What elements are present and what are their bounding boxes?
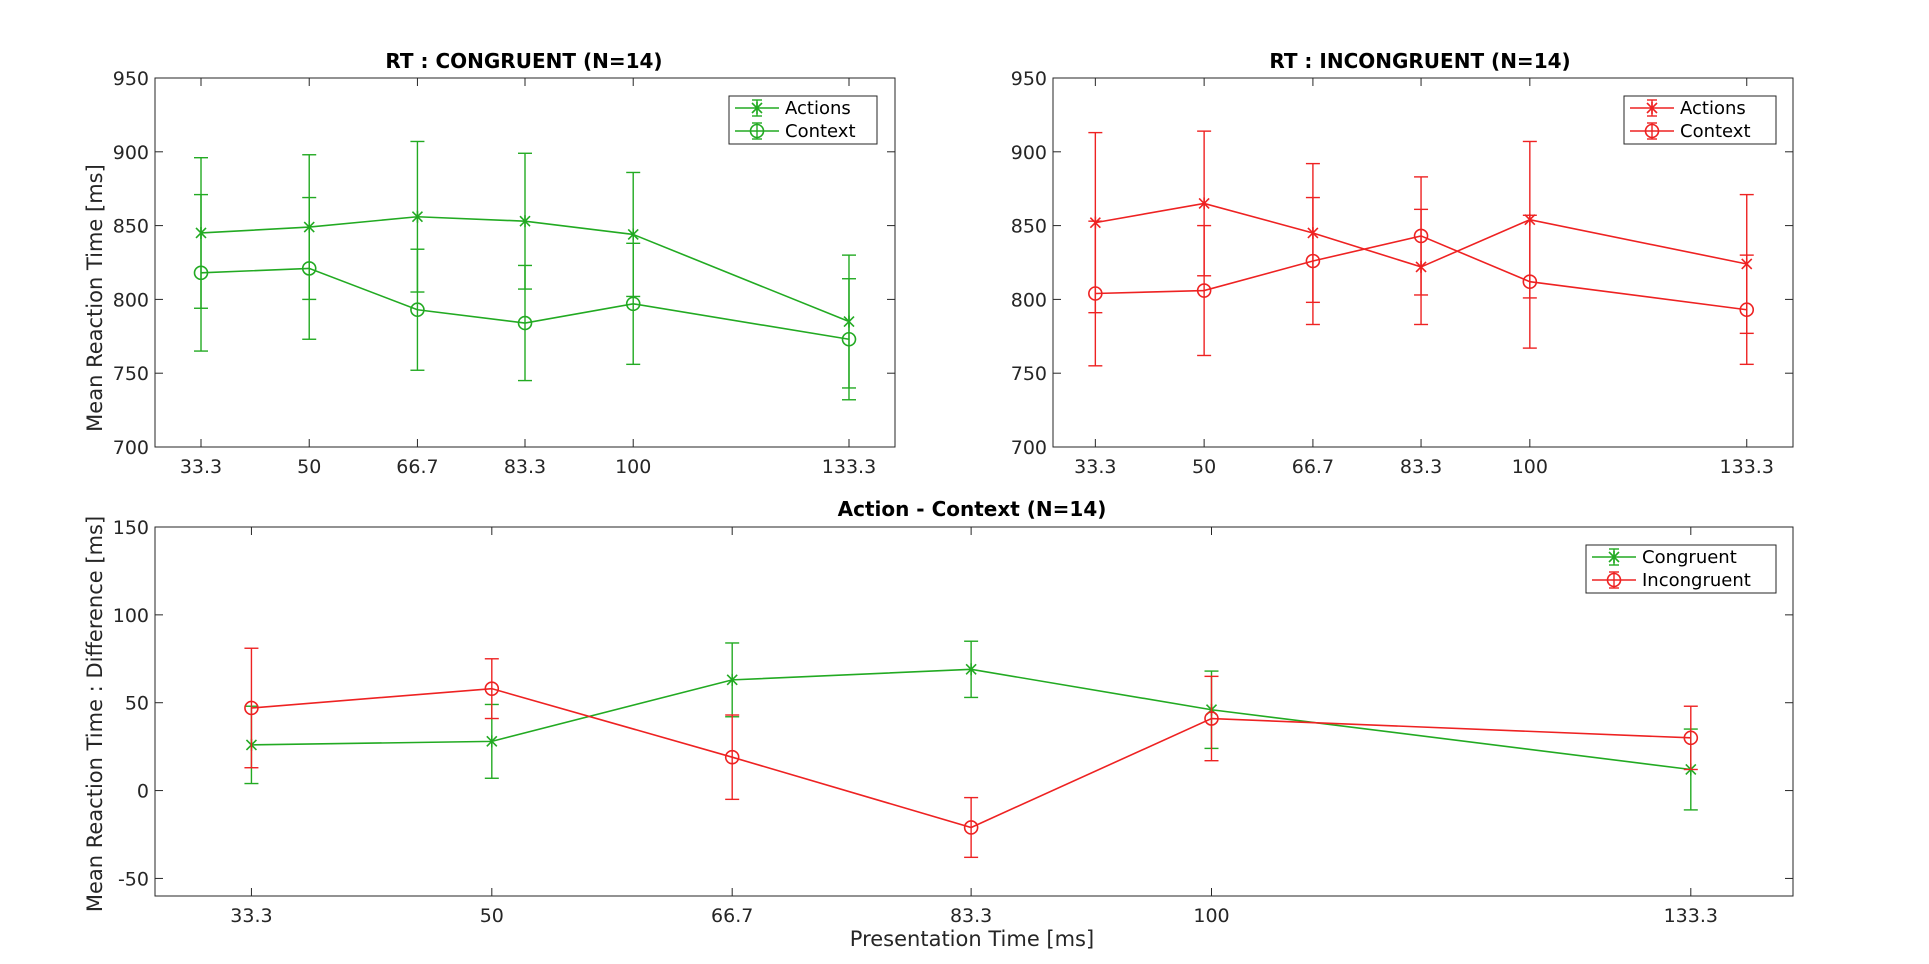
x-tick-label: 66.7 (396, 456, 438, 478)
marker-circle (1413, 228, 1429, 244)
marker-circle (1522, 274, 1538, 289)
marker-circle (724, 749, 740, 765)
marker-circle (484, 681, 500, 696)
legend-label: Context (785, 121, 856, 142)
series-line (200, 267, 850, 341)
marker-circle (1644, 123, 1660, 139)
y-tick-label: 950 (1011, 68, 1047, 90)
y-tick-label: 750 (1011, 363, 1047, 385)
x-tick-label: 66.7 (711, 905, 753, 927)
x-tick-label: 133.3 (1720, 456, 1774, 478)
chart-title: RT : CONGRUENT (N=14) (385, 49, 662, 73)
series-line (251, 668, 1691, 771)
x-tick-label: 83.3 (1400, 456, 1442, 478)
x-tick-label: 100 (1512, 456, 1548, 478)
series-line (1095, 235, 1747, 311)
x-tick-label: 33.3 (180, 456, 222, 478)
axes-box (154, 526, 1794, 897)
x-tick-label: 33.3 (1074, 456, 1116, 478)
marker-circle (1739, 302, 1755, 318)
y-tick-label: 850 (113, 216, 149, 238)
y-tick-label: 800 (1011, 289, 1047, 311)
y-tick-label: 800 (113, 289, 149, 311)
legend-label: Actions (1680, 98, 1746, 119)
marker-circle (963, 820, 979, 835)
x-tick-label: 83.3 (950, 905, 992, 927)
y-tick-label: -50 (118, 868, 149, 890)
chart-incongruent: RT : INCONGRUENT (N=14) 700 750 800 850 900 9… (1011, 49, 1794, 478)
chart-title: RT : INCONGRUENT (N=14) (1269, 49, 1570, 73)
series-congruent (244, 640, 1698, 811)
x-tick-label: 100 (615, 456, 651, 478)
y-tick-label: 700 (113, 437, 149, 459)
x-tick-label: 133.3 (822, 456, 876, 478)
marker-circle (841, 331, 857, 347)
x-tick-label: 33.3 (230, 905, 272, 927)
marker-circle (1088, 286, 1103, 301)
axes-box (1052, 77, 1794, 448)
series-context (193, 193, 857, 401)
y-tick-label: 100 (113, 605, 149, 627)
chart-title: Action - Context (N=14) (838, 497, 1107, 521)
y-tick-label: 750 (113, 363, 149, 385)
marker-circle (410, 302, 425, 318)
marker-circle (301, 261, 317, 276)
x-tick-label: 50 (480, 905, 504, 927)
marker-circle (749, 123, 765, 139)
marker-circle (244, 700, 259, 716)
marker-circle (1683, 730, 1699, 746)
marker-circle (1204, 711, 1219, 726)
y-tick-label: 50 (125, 693, 149, 715)
series-incongruent (244, 647, 1699, 859)
legend-label: Actions (785, 98, 851, 119)
y-tick-label: 700 (1011, 437, 1047, 459)
marker-circle (1196, 283, 1212, 298)
y-tick-label: 900 (1011, 142, 1047, 164)
x-tick-label: 100 (1193, 905, 1229, 927)
marker-circle (517, 315, 533, 331)
marker-circle (193, 265, 209, 281)
marker-circle (1305, 253, 1321, 269)
y-tick-label: 150 (113, 517, 149, 539)
legend-box (1623, 95, 1777, 145)
y-tick-label: 850 (1011, 216, 1047, 238)
series-line (1095, 202, 1747, 268)
series-line (251, 687, 1691, 829)
x-tick-label: 50 (1192, 456, 1216, 478)
y-axis-label: Mean Reaction Time : Difference [ms] (83, 516, 107, 912)
x-tick-label: 50 (297, 456, 321, 478)
y-tick-label: 900 (113, 142, 149, 164)
legend-label: Congruent (1642, 547, 1737, 568)
chart-difference: Action - Context (N=14) Presentation Tim… (83, 497, 1794, 951)
chart-congruent: RT : CONGRUENT (N=14) Mean Reaction Time… (83, 49, 896, 478)
y-tick-label: 0 (137, 781, 149, 803)
marker-circle (1606, 572, 1622, 588)
x-tick-label: 66.7 (1292, 456, 1334, 478)
series-context (1088, 176, 1755, 367)
y-axis-label: Mean Reaction Time [ms] (83, 164, 107, 432)
series-line (200, 215, 850, 323)
x-tick-label: 133.3 (1664, 905, 1718, 927)
y-tick-label: 950 (113, 68, 149, 90)
marker-circle (625, 296, 641, 312)
x-tick-label: 83.3 (504, 456, 546, 478)
x-axis-label: Presentation Time [ms] (850, 927, 1094, 951)
legend-label: Context (1680, 121, 1751, 142)
legend-label: Incongruent (1642, 570, 1751, 591)
